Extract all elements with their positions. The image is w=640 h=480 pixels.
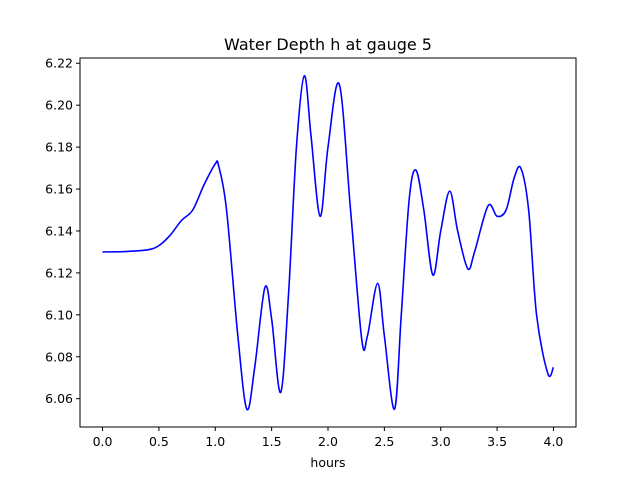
x-tick-label: 2.0 — [318, 434, 338, 449]
y-tick-label: 6.12 — [45, 265, 73, 280]
chart-title: Water Depth h at gauge 5 — [224, 35, 432, 54]
y-tick-label: 6.18 — [45, 140, 73, 155]
y-axis: 6.06 6.08 6.10 6.12 6.14 6.16 6.18 6.20 6.22 — [45, 56, 80, 406]
y-tick-label: 6.06 — [45, 391, 73, 406]
x-axis-label: hours — [310, 455, 345, 470]
x-tick-label: 4.0 — [544, 434, 564, 449]
x-tick-label: 1.5 — [262, 434, 282, 449]
y-tick-label: 6.08 — [45, 349, 73, 364]
x-tick-label: 1.0 — [205, 434, 225, 449]
x-tick-label: 0.0 — [93, 434, 113, 449]
x-tick-label: 3.5 — [487, 434, 507, 449]
x-axis: 0.0 0.5 1.0 1.5 2.0 2.5 3.0 3.5 4.0 — [93, 427, 564, 449]
x-tick-label: 3.0 — [431, 434, 451, 449]
x-tick-label: 2.5 — [374, 434, 394, 449]
y-tick-label: 6.14 — [45, 223, 73, 238]
y-tick-label: 6.16 — [45, 182, 73, 197]
plot-area — [79, 57, 577, 428]
y-tick-label: 6.10 — [45, 307, 73, 322]
x-tick-label: 0.5 — [149, 434, 169, 449]
y-tick-label: 6.20 — [45, 98, 73, 113]
y-tick-label: 6.22 — [45, 56, 73, 71]
series-line — [102, 75, 555, 411]
axes-frame — [79, 57, 577, 428]
